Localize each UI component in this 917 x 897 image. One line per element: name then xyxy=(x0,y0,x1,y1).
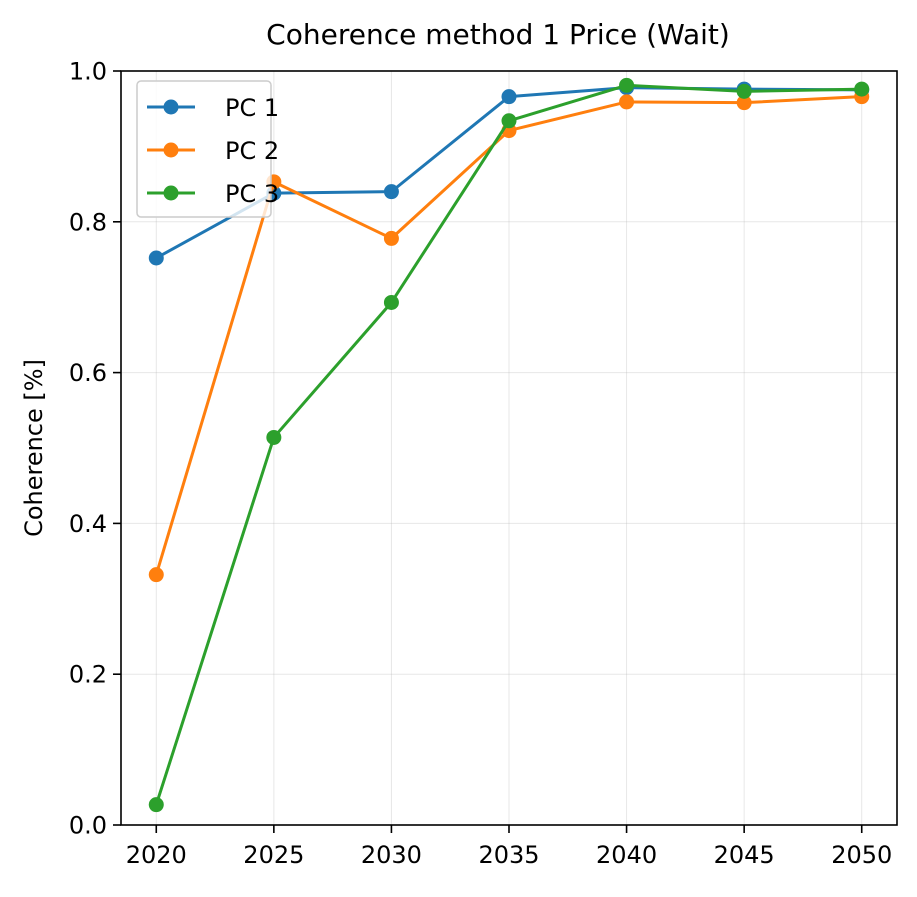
x-tick-label: 2040 xyxy=(596,841,657,869)
legend: PC 1 PC 2 PC 3 xyxy=(136,80,279,218)
legend-item: PC 1 xyxy=(147,94,279,122)
data-point xyxy=(148,250,164,266)
data-point xyxy=(383,294,399,310)
data-series xyxy=(148,77,870,813)
legend-marker xyxy=(163,99,179,115)
data-point xyxy=(501,89,517,105)
data-point xyxy=(619,94,635,110)
legend-label: PC 1 xyxy=(225,94,279,122)
legend-item: PC 2 xyxy=(147,137,279,165)
legend-box xyxy=(136,80,272,218)
x-tick-label: 2025 xyxy=(243,841,304,869)
legend-item: PC 3 xyxy=(147,180,279,208)
y-tick-label: 0.2 xyxy=(69,661,107,689)
data-point xyxy=(501,113,517,129)
data-point xyxy=(383,230,399,246)
data-point xyxy=(383,184,399,200)
legend-marker xyxy=(163,185,179,201)
data-point xyxy=(736,83,752,99)
x-tick-label: 2045 xyxy=(714,841,775,869)
legend-label: PC 2 xyxy=(225,137,279,165)
data-point xyxy=(148,797,164,813)
data-point xyxy=(148,567,164,583)
x-tick-label: 2020 xyxy=(126,841,187,869)
data-point xyxy=(736,95,752,111)
data-point xyxy=(266,429,282,445)
chart-title: Coherence method 1 Price (Wait) xyxy=(266,18,730,51)
y-tick-label: 0.4 xyxy=(69,510,107,538)
y-tick-label: 1.0 xyxy=(69,58,107,86)
y-tick-label: 0.0 xyxy=(69,812,107,840)
y-axis-label: Coherence [%] xyxy=(20,359,48,537)
x-tick-label: 2050 xyxy=(831,841,892,869)
data-point xyxy=(854,81,870,97)
series-3 xyxy=(148,77,870,813)
y-tick-label: 0.8 xyxy=(69,208,107,236)
axis-ticks: 2020 2025 2030 2035 2040 2045 2050 0.0 0.2 0.4 0.6… xyxy=(69,58,892,870)
data-point xyxy=(619,77,635,93)
legend-label: PC 3 xyxy=(225,180,279,208)
x-tick-label: 2030 xyxy=(361,841,422,869)
x-tick-label: 2035 xyxy=(478,841,539,869)
legend-marker xyxy=(163,142,179,158)
y-tick-label: 0.6 xyxy=(69,359,107,387)
